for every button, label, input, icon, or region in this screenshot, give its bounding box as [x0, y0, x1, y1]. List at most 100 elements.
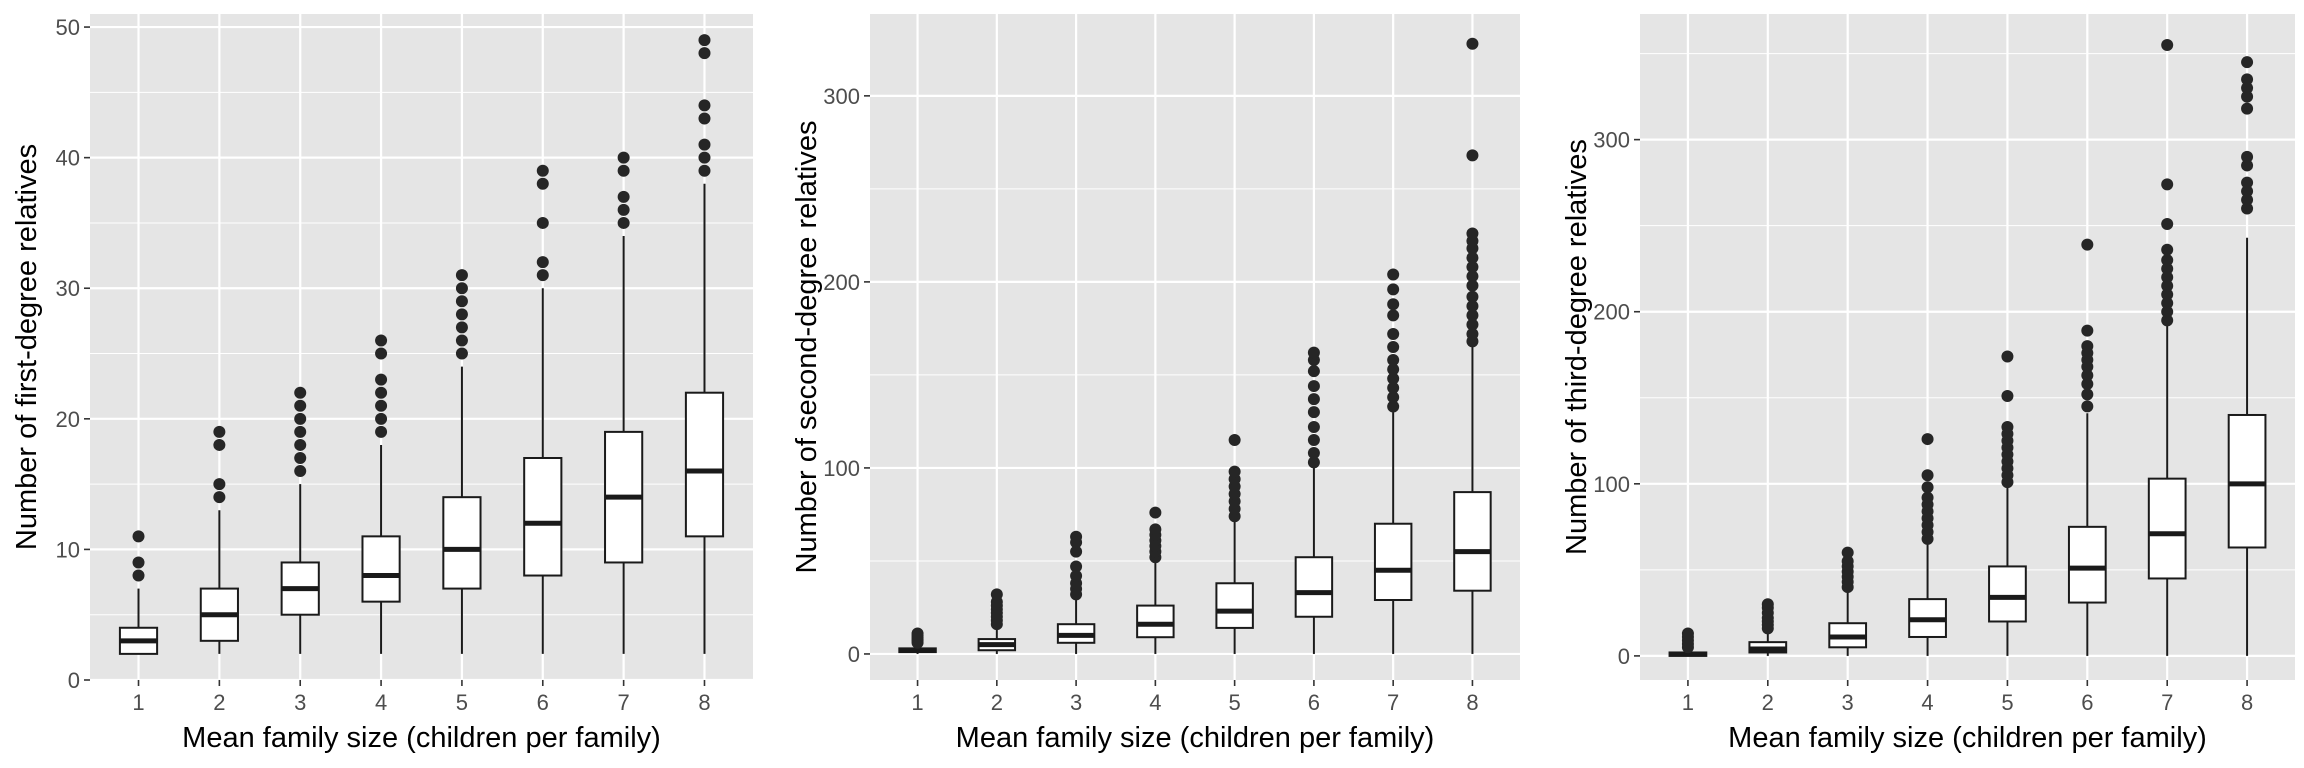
outlier-point: [1387, 400, 1400, 413]
outlier-point: [2161, 243, 2174, 256]
x-tick-label: 3: [294, 690, 306, 715]
outlier-point: [1387, 381, 1400, 394]
outlier-point: [1921, 491, 1934, 504]
x-tick-label: 4: [1149, 690, 1161, 715]
outlier-point: [375, 373, 388, 386]
outlier-point: [1841, 555, 1854, 568]
outlier-point: [698, 34, 711, 47]
outlier-point: [536, 164, 549, 177]
box-iqr: [442, 496, 482, 590]
outlier-point: [698, 47, 711, 60]
boxplot-category-7: [2147, 38, 2187, 656]
outlier-point: [2161, 288, 2174, 301]
boxplot-category-3: [1056, 530, 1096, 654]
box-iqr: [523, 457, 563, 577]
outlier-point: [1307, 380, 1320, 393]
x-tick-label: 7: [618, 690, 630, 715]
outlier-point: [375, 425, 388, 438]
outlier-point: [455, 347, 468, 360]
outlier-point: [375, 386, 388, 399]
x-tick-label: 6: [537, 690, 549, 715]
outlier-point: [617, 151, 630, 164]
outlier-point: [2161, 271, 2174, 284]
outlier-point: [2241, 56, 2254, 69]
outlier-point: [455, 321, 468, 334]
outlier-point: [213, 425, 226, 438]
outlier-point: [2241, 202, 2254, 215]
outlier-point: [2241, 102, 2254, 115]
y-tick-label: 30: [56, 276, 80, 301]
x-tick-label: 4: [375, 690, 387, 715]
outlier-point: [698, 151, 711, 164]
outlier-point: [2241, 159, 2254, 172]
outlier-point: [132, 556, 145, 569]
outlier-point: [1387, 298, 1400, 311]
outlier-point: [1307, 346, 1320, 359]
outlier-point: [1466, 327, 1479, 340]
outlier-point: [1070, 560, 1083, 573]
outlier-point: [294, 452, 307, 464]
y-tick-label: 10: [56, 537, 80, 562]
outlier-point: [1228, 434, 1241, 447]
outlier-point: [2001, 390, 2014, 403]
outlier-point: [294, 425, 307, 438]
y-axis-title: Number of first-degree relatives: [11, 144, 43, 550]
outlier-point: [132, 569, 145, 582]
y-tick-label: 20: [56, 407, 80, 432]
outlier-point: [1070, 545, 1083, 558]
boxplot-category-8: [1453, 37, 1492, 654]
outlier-point: [1761, 598, 1774, 611]
outlier-point: [294, 412, 307, 425]
outlier-point: [1307, 393, 1320, 406]
outlier-point: [536, 256, 549, 269]
boxplot-category-2: [1748, 598, 1788, 656]
outlier-point: [1307, 434, 1320, 447]
outlier-point: [1149, 506, 1162, 519]
x-tick-label: 2: [991, 690, 1003, 715]
outlier-point: [698, 99, 711, 112]
x-tick-label: 3: [1842, 690, 1854, 715]
outlier-point: [1921, 481, 1934, 494]
outlier-point: [375, 334, 388, 347]
outlier-point: [2241, 176, 2254, 189]
boxplot-category-5: [1215, 434, 1254, 654]
outlier-point: [2241, 150, 2254, 163]
y-tick-label: 0: [848, 642, 860, 667]
plot-panel-background: [90, 14, 753, 680]
outlier-point: [2001, 421, 2014, 434]
x-tick-label: 1: [1682, 690, 1694, 715]
outlier-point: [1228, 465, 1241, 478]
outlier-point: [1387, 391, 1400, 404]
boxplot-category-8: [684, 34, 725, 654]
outlier-point: [536, 269, 549, 282]
outlier-point: [1387, 372, 1400, 385]
outlier-point: [2161, 279, 2174, 292]
y-tick-label: 100: [1593, 472, 1630, 497]
outlier-point: [1466, 37, 1479, 50]
outlier-point: [1387, 283, 1400, 296]
outlier-point: [1387, 268, 1400, 281]
outlier-point: [2001, 350, 2014, 363]
outlier-point: [1466, 300, 1479, 313]
outlier-point: [1466, 290, 1479, 303]
y-tick-label: 200: [1593, 300, 1630, 325]
outlier-point: [1466, 227, 1479, 240]
x-axis-title: Mean family size (children per family): [956, 722, 1435, 754]
box-iqr: [2147, 477, 2187, 580]
outlier-point: [698, 164, 711, 177]
y-tick-label: 40: [56, 146, 80, 171]
boxplot-category-1: [1668, 627, 1708, 657]
outlier-point: [2161, 217, 2174, 230]
x-tick-label: 4: [1921, 690, 1933, 715]
box-iqr: [2067, 525, 2107, 604]
boxplot-category-4: [361, 334, 401, 654]
outlier-point: [375, 347, 388, 360]
box-iqr: [1373, 522, 1413, 602]
outlier-point: [2161, 178, 2174, 191]
outlier-point: [213, 491, 226, 504]
box-iqr: [2227, 413, 2267, 549]
boxplot-category-2: [199, 425, 239, 654]
outlier-point: [1466, 309, 1479, 322]
x-tick-label: 8: [2241, 690, 2253, 715]
